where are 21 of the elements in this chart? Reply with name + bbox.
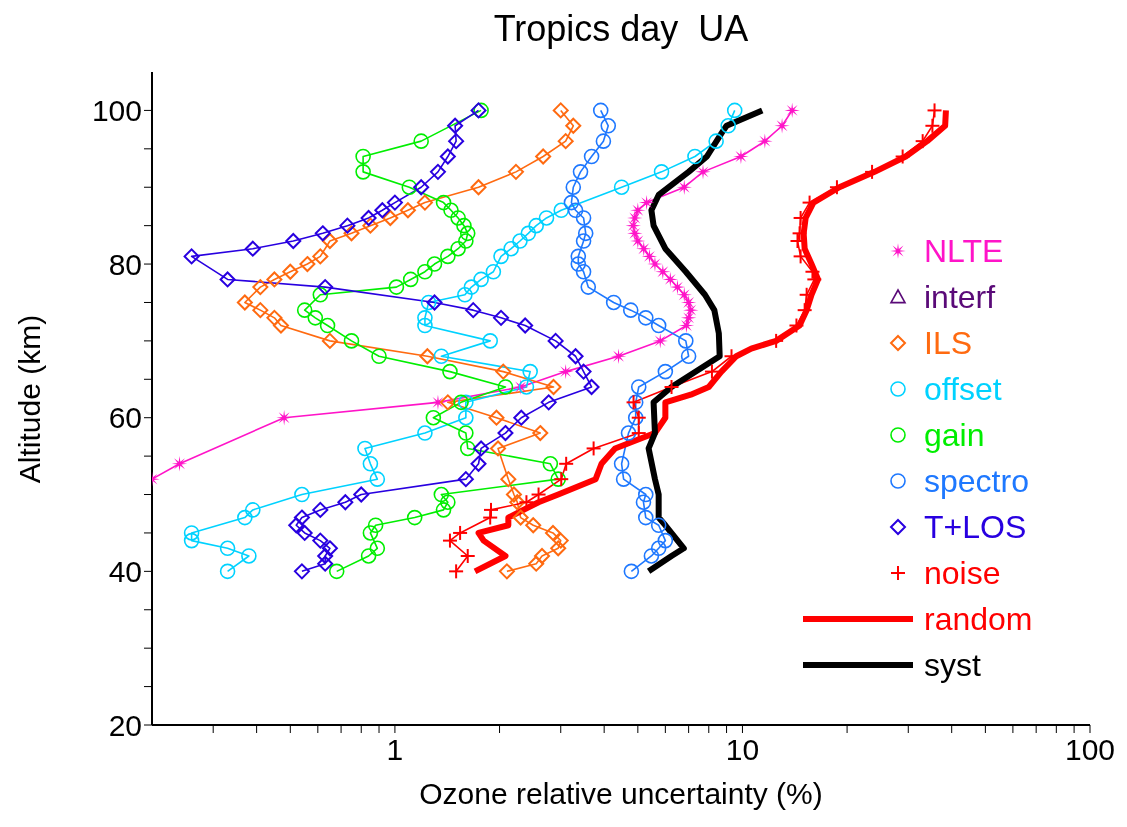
x-tick-label: 10 [725,733,760,767]
y-tick-label: 100 [91,94,142,128]
y-tick-label: 80 [108,247,142,281]
legend-label: T+LOS [924,509,1027,545]
legend-label: random [924,601,1033,637]
legend-label: syst [924,647,981,683]
x-axis-title: Ozone relative uncertainty (%) [418,777,824,811]
chart-title: Tropics day UA [492,8,750,50]
y-tick-label: 60 [108,401,142,435]
legend-label: spectro [924,463,1029,499]
y-tick-label: 40 [108,555,142,588]
legend-label: noise [924,555,1001,591]
y-axis-title: Altitude (km) [13,314,47,483]
legend-label: offset [924,371,1002,407]
legend-label: interf [924,279,996,315]
legend-label: ILS [924,325,973,361]
x-tick-label: 100 [1064,733,1116,767]
legend-label: NLTE [924,233,1004,269]
x-tick-label: 1 [386,733,404,767]
legend-label: gain [924,417,985,453]
y-tick-label: 20 [108,708,142,742]
